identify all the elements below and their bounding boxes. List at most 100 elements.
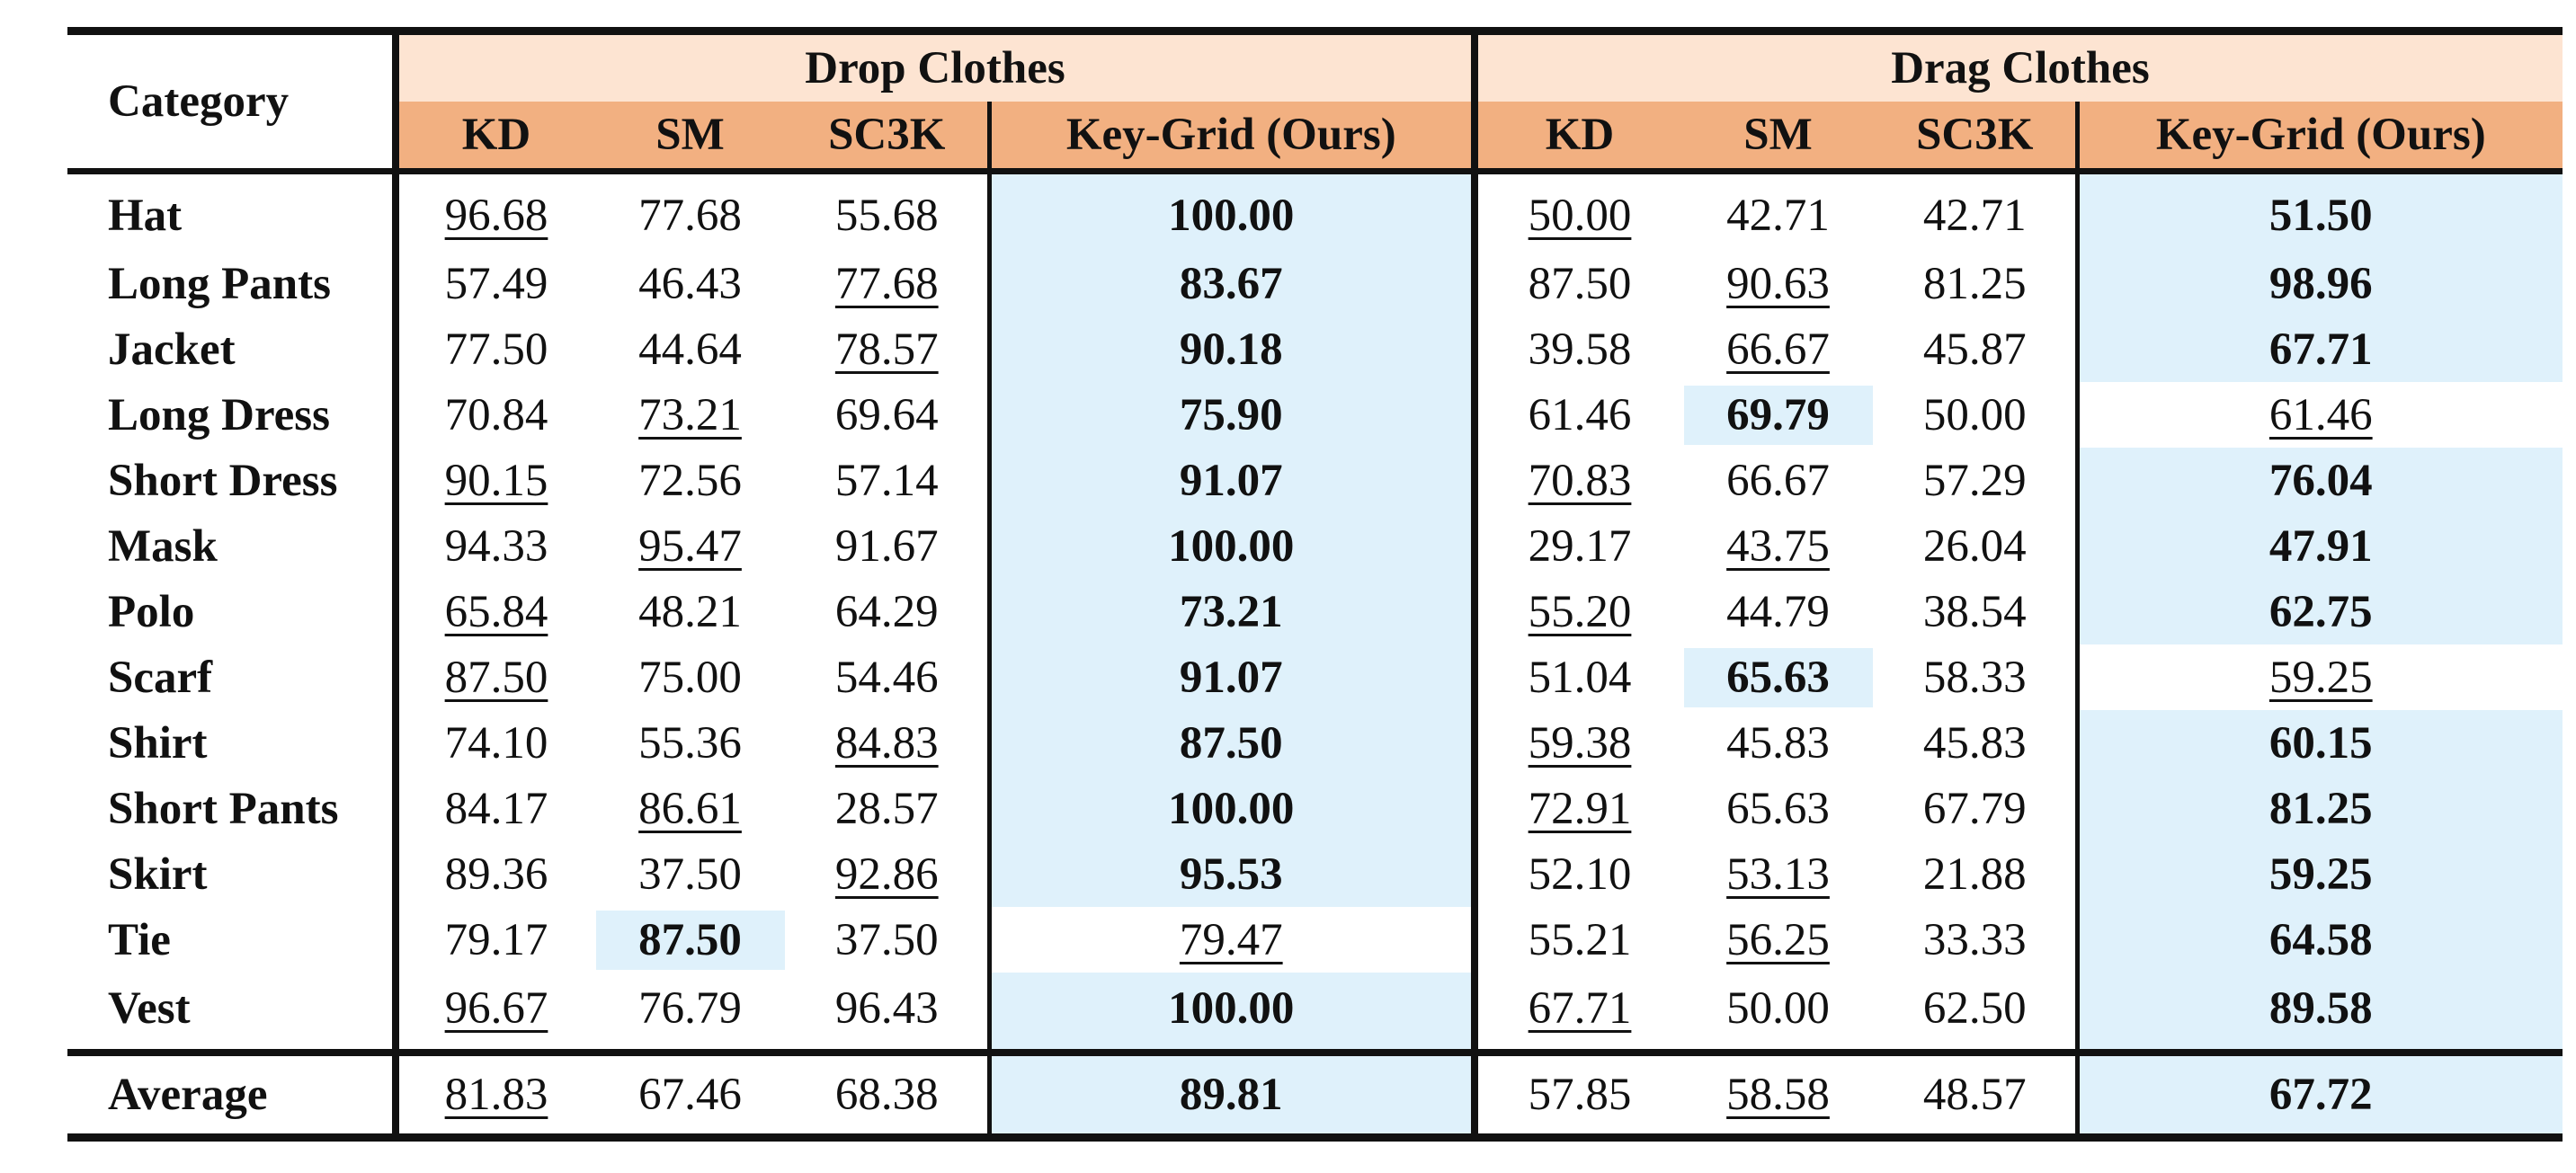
table-cell: 39.58 [1471, 316, 1681, 382]
cell-value: 78.57 [834, 324, 939, 375]
table-cell: 79.47 [986, 907, 1475, 973]
table-cell: 81.25 [2074, 776, 2563, 841]
cell-value: 33.33 [1922, 914, 2027, 965]
cell-value: 59.25 [2268, 652, 2373, 703]
table-cell: 56.25 [1681, 907, 1875, 973]
table-cell: 60.15 [2074, 710, 2563, 776]
cell-value: 55.36 [638, 717, 742, 769]
cell-value: 77.50 [444, 324, 548, 375]
table-cell: 72.91 [1471, 776, 1681, 841]
cell-value: 45.83 [1726, 717, 1830, 769]
table-cell: 89.36 [392, 841, 593, 907]
cell-value: 64.58 [2268, 914, 2373, 965]
table-cell: 87.50 [986, 710, 1475, 776]
table-cell: 95.53 [986, 841, 1475, 907]
row-category: Long Pants [108, 258, 331, 309]
cell-value: 21.88 [1922, 849, 2027, 900]
cell-value: 61.46 [2268, 389, 2373, 440]
cell-value: 37.50 [834, 914, 939, 965]
table-row: Scarf 87.50 75.00 54.46 91.07 51.04 65.63 58.33… [67, 644, 2563, 710]
row-category: Mask [108, 520, 218, 572]
table-cell: 21.88 [1875, 841, 2077, 907]
table-cell: 42.71 [1681, 172, 1875, 252]
column-header-row: KD SM SC3K Key-Grid (Ours) KD SM SC3K Ke… [67, 102, 2563, 174]
cell-value: 90.15 [444, 455, 548, 506]
cell-value: 92.86 [834, 849, 939, 900]
cell-value: 72.56 [638, 455, 742, 506]
cell-value: 67.71 [1528, 982, 1632, 1034]
table-cell: 87.50 [1471, 251, 1681, 316]
table-row: Hat 96.68 77.68 55.68 100.00 50.00 42.71 42.71 5… [67, 171, 2563, 252]
average-cell: 67.72 [2074, 1049, 2563, 1142]
table-cell: 62.50 [1875, 973, 2077, 1053]
table-cell: 55.68 [787, 172, 989, 252]
average-cell: 81.83 [392, 1049, 593, 1142]
cell-value: 84.17 [444, 783, 548, 834]
table-cell: 94.33 [392, 513, 593, 579]
table-cell: 95.47 [593, 513, 787, 579]
cell-value: 100.00 [1168, 190, 1295, 241]
cell-value: 70.84 [444, 389, 548, 440]
cell-value: 55.68 [834, 190, 939, 241]
cell-value: 47.91 [2268, 520, 2373, 572]
cell-value: 69.64 [834, 389, 939, 440]
table-cell: 59.25 [2074, 644, 2563, 710]
cell-value: 81.83 [444, 1070, 548, 1120]
cell-value: 83.67 [1179, 258, 1283, 309]
group-header-drag-clothes: Drag Clothes [1471, 27, 2563, 102]
cell-value: 37.50 [638, 849, 742, 900]
cell-value: 64.29 [834, 586, 939, 637]
column-header: SM [1681, 102, 1875, 174]
cell-value: 57.14 [834, 455, 939, 506]
table-cell: 28.57 [787, 776, 989, 841]
cell-value: 90.18 [1179, 324, 1283, 375]
table-cell: 43.75 [1681, 513, 1875, 579]
table-cell: 83.67 [986, 251, 1475, 316]
table-cell: 51.04 [1471, 644, 1681, 710]
table-cell: 86.61 [593, 776, 787, 841]
table-cell: 59.38 [1471, 710, 1681, 776]
cell-value: 90.63 [1726, 258, 1830, 309]
table-cell: 57.49 [392, 251, 593, 316]
cell-value: 100.00 [1168, 982, 1295, 1034]
cell-value: 76.04 [2268, 455, 2373, 506]
cell-value: 77.68 [834, 258, 939, 309]
cell-value: 91.07 [1179, 455, 1283, 506]
table-cell: 45.83 [1875, 710, 2077, 776]
table-row: Jacket 77.50 44.64 78.57 90.18 39.58 66.67 45.8… [67, 316, 2563, 382]
row-category: Long Dress [108, 389, 331, 440]
cell-value: 89.58 [2268, 982, 2373, 1034]
cell-value: 57.85 [1528, 1070, 1632, 1120]
table-cell: 78.57 [787, 316, 989, 382]
cell-value: 84.83 [834, 717, 939, 769]
cell-value: 50.00 [1922, 389, 2027, 440]
table-cell: 74.10 [392, 710, 593, 776]
table-cell: 67.79 [1875, 776, 2077, 841]
table-cell: 69.64 [787, 382, 989, 448]
table-cell: 44.64 [593, 316, 787, 382]
table-cell: 96.43 [787, 973, 989, 1053]
table-cell: 77.50 [392, 316, 593, 382]
cell-value: 87.50 [595, 910, 785, 970]
table-cell: 100.00 [986, 973, 1475, 1053]
cell-value: 67.46 [638, 1070, 742, 1120]
table-row: Short Pants 84.17 86.61 28.57 100.00 72.91 65.… [67, 776, 2563, 841]
row-category: Hat [108, 190, 183, 241]
table-cell: 62.75 [2074, 579, 2563, 644]
cell-value: 44.79 [1726, 586, 1830, 637]
cell-value: 95.47 [638, 520, 742, 572]
table-cell: 91.07 [986, 448, 1475, 513]
table-cell: 50.00 [1471, 171, 1681, 251]
table-cell: 33.33 [1875, 907, 2077, 973]
average-cell: 48.57 [1875, 1049, 2077, 1142]
group-header-drop-clothes: Drop Clothes [392, 27, 1475, 102]
table-cell: 64.29 [787, 579, 989, 644]
row-category: Vest [108, 982, 191, 1034]
table-cell: 37.50 [787, 907, 989, 973]
row-category: Short Pants [108, 783, 339, 834]
cell-value: 95.53 [1179, 849, 1283, 900]
row-category: Scarf [108, 652, 213, 703]
table-cell: 50.00 [1875, 382, 2077, 448]
table-cell: 100.00 [986, 171, 1475, 251]
cell-value: 61.46 [1528, 389, 1632, 440]
